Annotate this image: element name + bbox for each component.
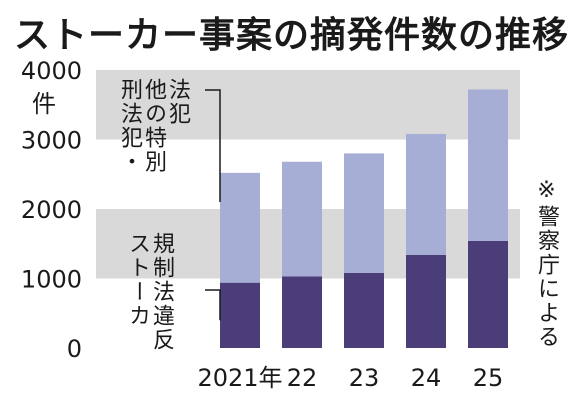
bar-penal-1 [282, 161, 322, 277]
y-tick-label: 4000 [21, 57, 82, 85]
y-tick-label: 0 [67, 335, 82, 363]
y-unit-label: 件 [32, 90, 56, 118]
bar-stalker-3 [406, 254, 446, 348]
x-tick-label: 22 [287, 364, 318, 392]
y-tick-label: 3000 [21, 127, 82, 155]
bar-penal-4 [468, 89, 508, 241]
leader-line-stalker [205, 289, 221, 321]
bar-stalker-0 [220, 282, 260, 348]
x-tick-label: 24 [411, 364, 442, 392]
chart-title: ストーカー事案の摘発件数の推移 [14, 15, 570, 56]
series-label-lower-col1: ストーカ [125, 232, 150, 328]
series-label-upper-col2: 他の特別 [141, 78, 166, 174]
series-label-upper-col3: 法犯 [165, 78, 190, 126]
x-tick-label: 23 [349, 364, 380, 392]
bar-stalker-4 [468, 240, 508, 348]
bar-stalker-2 [344, 272, 384, 348]
grid-band-0 [96, 70, 520, 140]
x-tick-label: 2021年 [197, 364, 282, 392]
bar-penal-3 [406, 133, 446, 255]
bar-penal-2 [344, 153, 384, 273]
series-label-lower-col2: 規制法違反 [149, 232, 174, 352]
series-label-upper-col1: 刑法犯・ [117, 78, 142, 174]
source-note: ※警察庁による [534, 178, 559, 349]
bar-stalker-1 [282, 276, 322, 348]
bar-penal-0 [220, 172, 260, 283]
y-tick-label: 1000 [21, 266, 82, 294]
x-tick-label: 25 [473, 364, 504, 392]
y-tick-label: 2000 [21, 196, 82, 224]
leader-line-penal [205, 89, 221, 203]
